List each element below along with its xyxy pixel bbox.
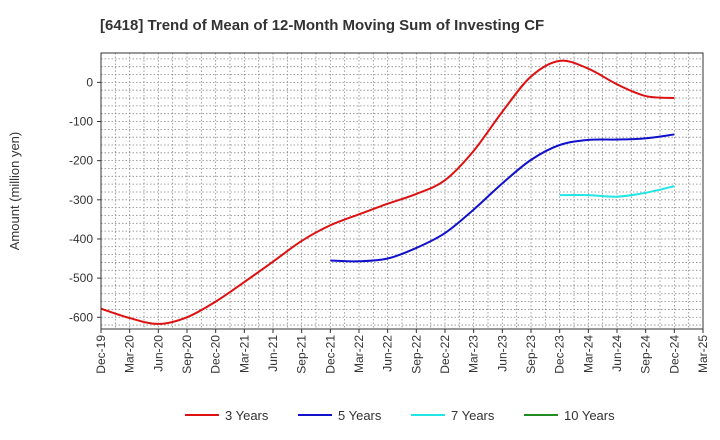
x-tick-label: Mar-20 — [123, 335, 137, 373]
legend-label-10-years: 10 Years — [564, 408, 615, 423]
x-tick-label: Jun-21 — [266, 335, 280, 372]
x-tick-label: Mar-21 — [237, 335, 251, 373]
x-tick-labels: Dec-19 Mar-20 Jun-20 Sep-20 Dec-20 Mar-21 Jun-… — [94, 329, 710, 374]
y-axis-label: Amount (million yen) — [7, 132, 22, 251]
legend-label-3-years: 3 Years — [225, 408, 269, 423]
y-tick-label: -600 — [69, 310, 93, 324]
x-tick-label: Sep-24 — [639, 335, 653, 374]
series-line-5-years — [330, 133, 675, 263]
plot-border — [100, 52, 704, 330]
series-line-7-years — [559, 185, 675, 198]
x-tick-label: Mar-24 — [581, 335, 595, 373]
x-tick-label: Dec-21 — [323, 335, 337, 374]
y-tick-label: -300 — [69, 193, 93, 207]
y-tick-label: -200 — [69, 154, 93, 168]
x-tick-label: Jun-23 — [495, 335, 509, 372]
x-tick-label: Mar-25 — [696, 335, 710, 373]
x-tick-label: Jun-24 — [610, 335, 624, 372]
series-layer — [100, 59, 675, 325]
x-tick-label: Sep-23 — [524, 335, 538, 374]
x-tick-label: Jun-20 — [151, 335, 165, 372]
chart-title: [6418] Trend of Mean of 12-Month Moving … — [100, 17, 544, 34]
legend-label-7-years: 7 Years — [451, 408, 495, 423]
legend-label-5-years: 5 Years — [338, 408, 382, 423]
y-tick-labels: 0 -100 -200 -300 -400 -500 -600 — [69, 75, 101, 324]
y-tick-label: -100 — [69, 115, 93, 129]
y-tick-label: 0 — [86, 75, 93, 89]
x-tick-label: Sep-22 — [409, 335, 423, 374]
x-tick-label: Dec-23 — [553, 335, 567, 374]
x-tick-label: Jun-22 — [381, 335, 395, 372]
x-tick-label: Dec-20 — [209, 335, 223, 374]
legend: 3 Years 5 Years 7 Years 10 Years — [185, 408, 615, 423]
x-tick-label: Mar-23 — [467, 335, 481, 373]
y-tick-label: -400 — [69, 232, 93, 246]
x-tick-label: Dec-24 — [667, 335, 681, 374]
x-tick-label: Sep-21 — [295, 335, 309, 374]
y-tick-label: -500 — [69, 271, 93, 285]
series-line-3-years — [100, 59, 675, 325]
x-tick-label: Sep-20 — [180, 335, 194, 374]
x-tick-label: Dec-19 — [94, 335, 108, 374]
x-tick-label: Mar-22 — [352, 335, 366, 373]
x-tick-label: Dec-22 — [438, 335, 452, 374]
